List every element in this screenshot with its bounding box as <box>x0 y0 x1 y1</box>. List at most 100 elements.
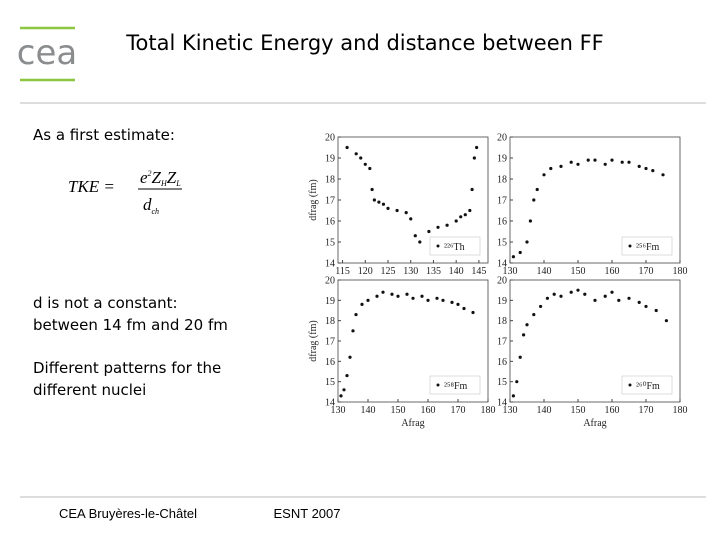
legend-label: ²⁵⁸Fm <box>444 381 468 392</box>
point <box>411 296 415 300</box>
point <box>532 312 536 317</box>
y-tick-label: 17 <box>325 196 335 207</box>
point <box>644 166 648 171</box>
point <box>345 373 349 378</box>
point <box>435 296 439 300</box>
x-tick-label: 120 <box>358 266 373 277</box>
legend-box <box>429 236 481 256</box>
x-tick-label: 130 <box>403 266 418 277</box>
point <box>637 300 641 304</box>
body-text: between 14 fm and 20 fm <box>33 316 228 334</box>
chart: 14 15 16 17 18 19 20 130 140 150 160 170 180 Afrag ²⁶⁰… <box>497 276 688 430</box>
y-tick-label: 19 <box>325 296 335 307</box>
point <box>620 160 624 164</box>
point <box>413 234 417 238</box>
x-tick-label: 160 <box>605 266 620 277</box>
point <box>559 294 563 298</box>
point <box>468 208 472 213</box>
y-tick-label: 18 <box>497 175 507 186</box>
point <box>627 160 631 164</box>
x-tick-label: 115 <box>335 266 350 277</box>
body-text: d is not a constant: <box>33 294 178 312</box>
legend-marker <box>628 383 632 387</box>
chart: 14 15 16 17 18 19 20 115 120 125 130 135 140 145 dfrag… <box>308 133 489 277</box>
point <box>532 198 536 202</box>
y-tick-label: 14 <box>325 259 335 270</box>
point <box>576 162 580 166</box>
y-tick-label: 19 <box>497 154 507 165</box>
legend-label: ²²⁶Th <box>444 242 465 253</box>
point <box>583 292 587 296</box>
x-tick-label: 130 <box>503 405 518 416</box>
point <box>404 211 408 215</box>
point <box>545 296 550 300</box>
point <box>586 158 590 162</box>
point <box>456 302 460 306</box>
point <box>617 298 621 302</box>
point <box>569 290 573 294</box>
y-tick-label: 14 <box>497 259 507 270</box>
point <box>381 202 386 206</box>
point <box>390 292 394 296</box>
point <box>368 166 372 171</box>
point <box>511 394 515 398</box>
point <box>471 310 475 315</box>
point <box>359 156 363 160</box>
y-tick-label: 15 <box>497 377 507 388</box>
y-tick-label: 20 <box>497 133 507 144</box>
intro: As a first estimate: <box>33 126 175 144</box>
y-tick-label: 17 <box>497 196 507 207</box>
point <box>593 158 597 162</box>
x-tick-label: 140 <box>537 405 552 416</box>
point <box>354 312 358 317</box>
legend-label: ²⁵⁶Fm <box>636 242 660 253</box>
y-tick-label: 16 <box>325 217 335 228</box>
point <box>603 162 607 166</box>
x-tick-label: 160 <box>421 405 436 416</box>
point <box>462 306 466 311</box>
point <box>450 300 454 304</box>
point <box>522 333 526 337</box>
y-tick-label: 16 <box>497 217 507 228</box>
point <box>375 294 379 298</box>
point <box>363 162 367 166</box>
y-tick-label: 15 <box>325 238 335 249</box>
point <box>409 217 413 221</box>
point <box>535 187 539 192</box>
point <box>637 164 641 168</box>
point <box>610 290 614 294</box>
y-tick-label: 16 <box>497 357 507 368</box>
point <box>441 298 445 302</box>
point <box>525 240 529 244</box>
x-axis-label: Afrag <box>401 418 424 429</box>
point <box>405 292 409 296</box>
x-tick-label: 180 <box>673 266 688 277</box>
point <box>593 298 597 302</box>
y-axis-label: dfrag (fm) <box>308 179 319 220</box>
chart: 14 15 16 17 18 19 20 130 140 150 160 170 180 dfrag (f… <box>308 276 496 430</box>
logo: cea <box>17 33 77 73</box>
point <box>418 240 422 244</box>
point <box>370 187 374 192</box>
point <box>342 388 346 392</box>
footer-left: CEA Bruyères-le-Châtel <box>59 506 197 521</box>
point <box>354 152 358 156</box>
y-tick-label: 18 <box>497 316 507 327</box>
formula: TKE = e2ZHZL dch <box>68 168 182 216</box>
point <box>539 304 543 309</box>
y-tick-label: 14 <box>497 398 507 409</box>
legend-box <box>621 375 673 395</box>
y-tick-label: 18 <box>325 175 335 186</box>
point <box>610 158 614 162</box>
point <box>511 255 515 259</box>
point <box>372 198 376 202</box>
body-text: different nuclei <box>33 381 146 399</box>
y-tick-label: 18 <box>325 316 335 327</box>
point <box>518 250 522 255</box>
point <box>351 329 355 333</box>
point <box>569 160 573 164</box>
y-tick-label: 14 <box>325 398 335 409</box>
point <box>381 290 385 294</box>
x-tick-label: 150 <box>571 405 586 416</box>
footer-right: ESNT 2007 <box>274 506 341 521</box>
